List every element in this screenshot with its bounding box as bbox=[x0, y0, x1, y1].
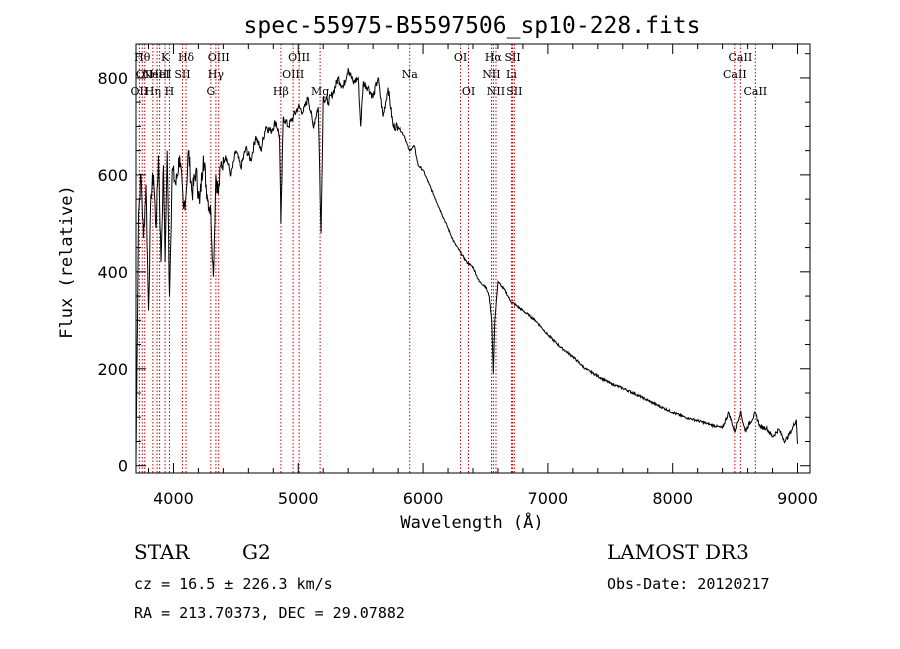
y-tick-label: 800 bbox=[97, 69, 128, 88]
line-marker-label: Hθ bbox=[134, 51, 151, 64]
y-axis-label: Flux (relative) bbox=[57, 185, 77, 339]
line-marker-label: OIII bbox=[208, 51, 230, 64]
coordinates: RA = 213.70373, DEC = 29.07882 bbox=[134, 604, 405, 622]
line-marker-label: CaII bbox=[729, 51, 753, 64]
emission-line-labels: OIIHθOIIHηNeIIIHeIKHSIIHδGHγOIIIHβOIIIOI… bbox=[131, 51, 768, 98]
x-tick-label: 7000 bbox=[528, 489, 569, 508]
y-tick-label: 400 bbox=[97, 263, 128, 282]
y-tick-label: 600 bbox=[97, 166, 128, 185]
line-marker-label: Hγ bbox=[208, 68, 225, 81]
x-tick-label: 8000 bbox=[652, 489, 693, 508]
line-marker-label: OI bbox=[454, 51, 467, 64]
x-tick-label: 6000 bbox=[403, 489, 444, 508]
survey-name: LAMOST DR3 bbox=[607, 540, 749, 564]
x-tick-label: 4000 bbox=[153, 489, 194, 508]
line-marker-label: NII bbox=[487, 85, 505, 98]
line-marker-label: SII bbox=[504, 51, 520, 64]
line-marker-label: OII bbox=[131, 85, 149, 98]
y-tick-label: 0 bbox=[118, 457, 128, 476]
line-marker-label: OIII bbox=[282, 68, 304, 81]
line-marker-label: Mg bbox=[311, 85, 329, 98]
line-marker-label: Na bbox=[402, 68, 419, 81]
line-marker-label: OIII bbox=[288, 51, 310, 64]
line-marker-label: CaII bbox=[743, 85, 767, 98]
y-axis-ticks: 0 200 400 600 800 bbox=[97, 53, 810, 476]
line-marker-label: CaII bbox=[723, 68, 747, 81]
line-marker-label: SII bbox=[174, 68, 190, 81]
line-marker-label: NeIII bbox=[143, 68, 172, 81]
line-marker-label: K bbox=[161, 51, 170, 64]
redshift-value: cz = 16.5 ± 226.3 km/s bbox=[134, 575, 333, 593]
line-marker-label: OI bbox=[462, 85, 475, 98]
object-class: STAR bbox=[134, 540, 190, 564]
x-axis-label: Wavelength (Å) bbox=[400, 511, 543, 533]
line-marker-label: SII bbox=[506, 85, 522, 98]
line-marker-label: G bbox=[206, 85, 215, 98]
plot-frame bbox=[135, 43, 811, 474]
line-marker-label: Li bbox=[506, 68, 517, 81]
line-marker-label: NII bbox=[482, 68, 500, 81]
line-marker-label: HeI bbox=[149, 68, 169, 81]
spectrum-line bbox=[135, 68, 798, 461]
x-tick-label: 5000 bbox=[278, 489, 319, 508]
x-axis-ticks: 4000 5000 6000 7000 8000 9000 bbox=[147, 44, 818, 508]
y-tick-label: 200 bbox=[97, 360, 128, 379]
line-marker-label: Hβ bbox=[273, 85, 289, 98]
x-tick-label: 9000 bbox=[777, 489, 818, 508]
observation-date: Obs-Date: 20120217 bbox=[607, 575, 770, 593]
line-marker-label: Hα bbox=[485, 51, 503, 64]
line-marker-label: Hδ bbox=[178, 51, 195, 64]
object-subclass: G2 bbox=[242, 540, 271, 564]
line-marker-label: Hη bbox=[145, 85, 161, 98]
chart-title: spec-55975-B5597506_sp10-228.fits bbox=[244, 13, 701, 39]
line-marker-label: H bbox=[165, 85, 175, 98]
emission-line-markers bbox=[138, 44, 756, 473]
